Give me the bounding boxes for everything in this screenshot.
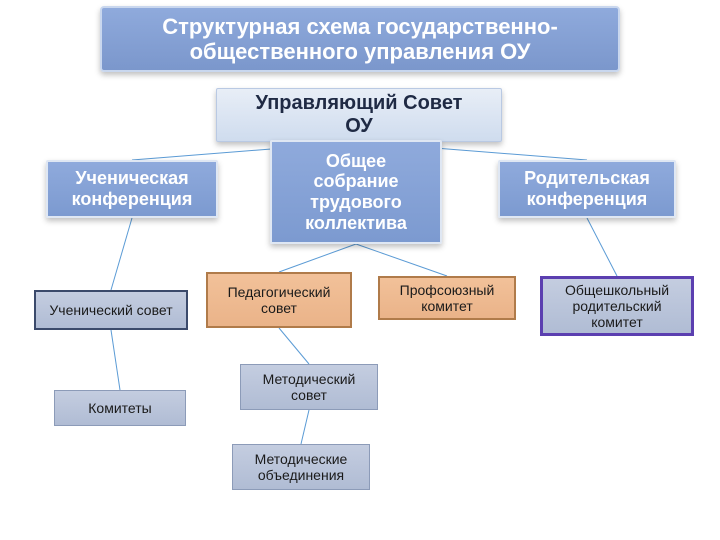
node-council: Управляющий Совет ОУ (216, 88, 502, 142)
node-ped_council: Педагогический совет (206, 272, 352, 328)
node-method_assoc: Методические объединения (232, 444, 370, 490)
node-parent_committee: Общешкольный родительский комитет (540, 276, 694, 336)
node-student_council: Ученический совет (34, 290, 188, 330)
node-union: Профсоюзный комитет (378, 276, 516, 320)
node-committees: Комитеты (54, 390, 186, 426)
node-general_meeting: Общее собрание трудового коллектива (270, 140, 442, 244)
node-student_conf: Ученическая конференция (46, 160, 218, 218)
node-method_council: Методический совет (240, 364, 378, 410)
node-title: Структурная схема государственно-обществ… (100, 6, 620, 72)
node-parent_conf: Родительская конференция (498, 160, 676, 218)
